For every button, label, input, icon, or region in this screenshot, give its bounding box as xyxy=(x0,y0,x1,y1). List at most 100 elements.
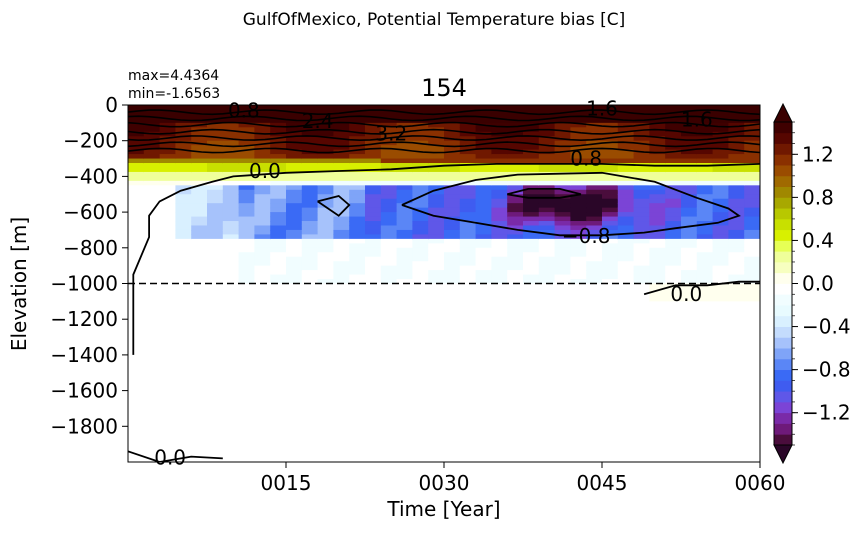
heatmap-cell xyxy=(270,203,287,209)
heatmap-cell xyxy=(491,354,508,360)
heatmap-cell xyxy=(744,359,760,365)
heatmap-cell xyxy=(143,328,161,334)
heatmap-cell xyxy=(333,145,350,151)
heatmap-cell xyxy=(681,252,698,258)
heatmap-cell xyxy=(696,296,714,302)
heatmap-cell xyxy=(286,189,303,195)
heatmap-cell xyxy=(507,207,524,213)
heatmap-cell xyxy=(617,444,635,450)
heatmap-cell xyxy=(270,399,287,405)
heatmap-cell xyxy=(175,261,192,267)
heatmap-cell xyxy=(586,287,603,294)
heatmap-cell xyxy=(586,305,603,311)
heatmap-cell xyxy=(396,212,413,218)
heatmap-cell xyxy=(712,171,729,177)
heatmap-cell xyxy=(681,363,698,369)
heatmap-cell xyxy=(459,243,477,249)
heatmap-cell xyxy=(365,328,382,334)
heatmap-cell xyxy=(444,105,461,111)
heatmap-cell xyxy=(238,296,255,302)
heatmap-cell xyxy=(523,145,540,151)
heatmap-cell xyxy=(491,426,508,432)
heatmap-cell xyxy=(175,105,192,111)
heatmap-cell xyxy=(428,212,445,218)
heatmap-cell xyxy=(665,118,682,124)
heatmap-cell xyxy=(649,296,666,302)
heatmap-cell xyxy=(586,345,603,352)
heatmap-cell xyxy=(554,386,571,392)
heatmap-cell xyxy=(380,386,398,392)
heatmap-cell xyxy=(444,194,461,200)
heatmap-cell xyxy=(175,185,192,191)
heatmap-cell xyxy=(412,154,429,160)
heatmap-cell xyxy=(633,225,650,231)
heatmap-cell xyxy=(681,305,698,311)
heatmap-cell xyxy=(191,337,208,343)
heatmap-cell xyxy=(633,154,650,160)
heatmap-cell xyxy=(396,354,413,360)
heatmap-cell xyxy=(222,408,240,414)
heatmap-cell xyxy=(222,185,240,191)
heatmap-cell xyxy=(207,359,224,365)
heatmap-cell xyxy=(681,403,698,410)
heatmap-cell xyxy=(159,171,176,177)
heatmap-cell xyxy=(396,435,413,441)
heatmap-cell xyxy=(649,283,666,289)
heatmap-cell xyxy=(333,301,350,307)
heatmap-cell xyxy=(475,435,492,441)
heatmap-cell xyxy=(538,203,556,209)
heatmap-cell xyxy=(696,154,714,160)
heatmap-cell xyxy=(270,292,287,298)
heatmap-cell xyxy=(428,430,445,436)
heatmap-cell xyxy=(412,386,429,392)
heatmap-cell xyxy=(412,435,429,441)
heatmap-cell xyxy=(128,337,145,343)
heatmap-cell xyxy=(681,319,698,325)
heatmap-cell xyxy=(586,274,603,280)
heatmap-cell xyxy=(459,229,477,236)
heatmap-cell xyxy=(744,229,760,236)
heatmap-cell xyxy=(507,377,524,383)
heatmap-cell xyxy=(238,310,255,316)
heatmap-cell xyxy=(380,453,398,459)
heatmap-cell xyxy=(128,412,145,418)
heatmap-cell xyxy=(570,305,587,311)
heatmap-cell xyxy=(602,399,619,405)
heatmap-cell xyxy=(333,247,350,253)
heatmap-cell xyxy=(254,274,271,280)
heatmap-cell xyxy=(412,180,429,186)
heatmap-cell xyxy=(617,122,635,128)
heatmap-cell xyxy=(681,350,698,356)
heatmap-cell xyxy=(459,390,477,396)
heatmap-cell xyxy=(175,238,192,244)
heatmap-cell xyxy=(507,238,524,244)
heatmap-cell xyxy=(538,345,556,352)
heatmap-cell xyxy=(491,198,508,204)
heatmap-cell xyxy=(696,386,714,392)
heatmap-cell xyxy=(317,122,334,128)
heatmap-cell xyxy=(333,359,350,365)
heatmap-cell xyxy=(744,448,760,454)
heatmap-cell xyxy=(159,305,176,311)
heatmap-cell xyxy=(586,180,603,186)
heatmap-cell xyxy=(349,337,366,343)
heatmap-cell xyxy=(333,287,350,294)
heatmap-cell xyxy=(159,386,176,392)
colorbar-segment xyxy=(774,132,792,144)
heatmap-cell xyxy=(175,372,192,378)
heatmap-cell xyxy=(459,319,477,325)
heatmap-cell xyxy=(681,225,698,231)
heatmap-cell xyxy=(365,337,382,343)
heatmap-cell xyxy=(175,243,192,249)
heatmap-cell xyxy=(254,381,271,387)
heatmap-cell xyxy=(254,337,271,343)
heatmap-cell xyxy=(586,234,603,240)
heatmap-cell xyxy=(301,426,319,432)
colorbar-segment xyxy=(774,315,792,327)
heatmap-cell xyxy=(412,345,429,352)
heatmap-cell xyxy=(428,444,445,450)
heatmap-cell xyxy=(602,261,619,267)
heatmap-cell xyxy=(128,234,145,240)
heatmap-cell xyxy=(538,457,556,462)
heatmap-cell xyxy=(143,354,161,360)
